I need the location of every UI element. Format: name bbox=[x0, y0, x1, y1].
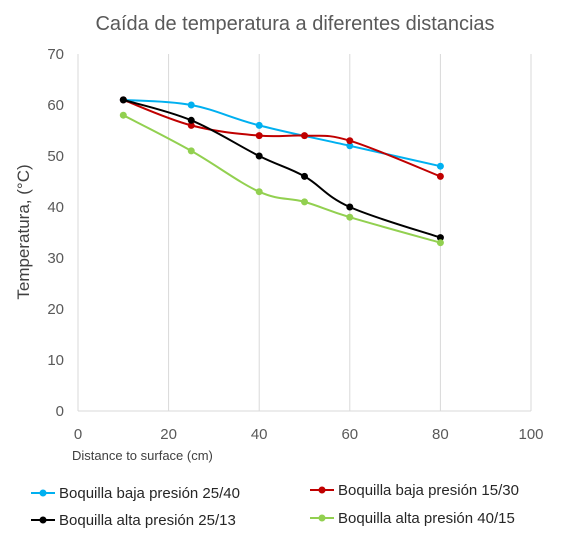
y-tick-label: 0 bbox=[56, 403, 64, 420]
y-tick-label: 70 bbox=[47, 46, 64, 63]
data-point bbox=[346, 142, 354, 150]
grid-lines bbox=[77, 54, 532, 412]
y-tick-label: 40 bbox=[47, 199, 64, 216]
y-tick-label: 30 bbox=[47, 250, 64, 267]
data-point bbox=[301, 132, 308, 140]
y-tick-label: 10 bbox=[47, 352, 64, 369]
legend-label: Boquilla alta presión 25/13 bbox=[59, 512, 236, 529]
legend-label: Boquilla baja presión 25/40 bbox=[59, 485, 240, 502]
y-tick-label: 60 bbox=[47, 97, 64, 114]
chart-title: Caída de temperatura a diferentes distan… bbox=[95, 13, 494, 35]
data-point bbox=[255, 121, 263, 129]
series-3 bbox=[119, 111, 444, 247]
x-tick-label: 0 bbox=[74, 426, 82, 443]
data-point bbox=[255, 132, 263, 140]
y-axis-title: Temperatura, (°C) bbox=[14, 164, 33, 299]
x-tick-label: 80 bbox=[432, 426, 449, 443]
data-point bbox=[187, 116, 195, 124]
series-line bbox=[122, 98, 441, 178]
data-point bbox=[187, 121, 195, 129]
data-point bbox=[346, 213, 354, 221]
legend-item: Boquilla alta presión 40/15 bbox=[310, 510, 515, 527]
legend-item: Boquilla alta presión 25/13 bbox=[31, 512, 236, 529]
data-point bbox=[436, 239, 444, 247]
x-axis-title: Distance to surface (cm) bbox=[72, 448, 213, 463]
legend-marker bbox=[318, 514, 326, 522]
data-point bbox=[119, 96, 127, 104]
data-point bbox=[346, 203, 354, 211]
x-tick-label: 60 bbox=[341, 426, 358, 443]
series-lines bbox=[119, 96, 444, 247]
series-line bbox=[122, 114, 441, 244]
data-point bbox=[436, 234, 444, 242]
data-point bbox=[346, 137, 354, 145]
data-point bbox=[187, 147, 195, 155]
legend-label: Boquilla alta presión 40/15 bbox=[338, 510, 515, 527]
legend-item: Boquilla baja presión 15/30 bbox=[310, 482, 519, 499]
data-point bbox=[436, 172, 444, 180]
series-line bbox=[123, 98, 441, 239]
data-point bbox=[255, 152, 263, 160]
y-tick-labels: 0 10 20 30 40 50 60 70 bbox=[47, 46, 64, 420]
legend-marker bbox=[39, 489, 47, 497]
data-point bbox=[301, 172, 308, 180]
data-point bbox=[436, 162, 444, 170]
legend-item: Boquilla baja presión 25/40 bbox=[31, 485, 240, 502]
legend-marker bbox=[318, 486, 326, 494]
data-point bbox=[187, 101, 195, 109]
data-point bbox=[255, 188, 263, 196]
data-point bbox=[301, 198, 308, 206]
y-tick-label: 50 bbox=[47, 148, 64, 165]
x-tick-label: 20 bbox=[160, 426, 177, 443]
x-tick-labels: 0 20 40 60 80 100 bbox=[74, 426, 544, 443]
x-tick-label: 100 bbox=[518, 426, 543, 443]
y-tick-label: 20 bbox=[47, 301, 64, 318]
legend-label: Boquilla baja presión 15/30 bbox=[338, 482, 519, 499]
legend: Boquilla baja presión 25/40 Boquilla baja… bbox=[31, 482, 519, 529]
data-point bbox=[119, 111, 127, 119]
legend-marker bbox=[39, 516, 47, 524]
series-2 bbox=[119, 96, 444, 242]
x-tick-label: 40 bbox=[251, 426, 268, 443]
